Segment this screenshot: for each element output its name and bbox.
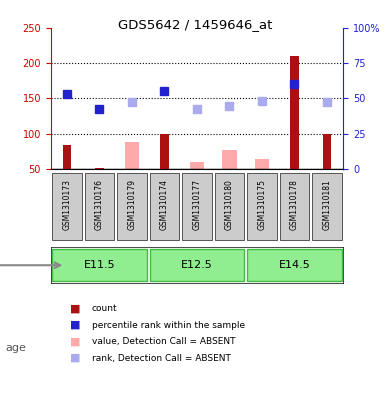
Text: GSM1310174: GSM1310174 [160,179,169,230]
FancyBboxPatch shape [85,173,114,240]
Text: GSM1310175: GSM1310175 [257,179,266,230]
Text: GSM1310181: GSM1310181 [323,179,332,230]
FancyBboxPatch shape [247,249,342,281]
Bar [160,134,168,169]
Text: ■: ■ [70,320,81,330]
Text: GSM1310177: GSM1310177 [192,179,202,230]
Bar [323,134,331,169]
Bar [125,142,139,169]
Text: rank, Detection Call = ABSENT: rank, Detection Call = ABSENT [92,354,230,362]
FancyBboxPatch shape [182,173,211,240]
Bar [255,159,269,169]
Text: GDS5642 / 1459646_at: GDS5642 / 1459646_at [118,18,272,31]
Text: percentile rank within the sample: percentile rank within the sample [92,321,245,329]
Text: E12.5: E12.5 [181,260,213,270]
Text: GSM1310180: GSM1310180 [225,179,234,230]
Text: value, Detection Call = ABSENT: value, Detection Call = ABSENT [92,337,235,346]
FancyBboxPatch shape [117,173,147,240]
Text: GSM1310173: GSM1310173 [62,179,71,230]
FancyBboxPatch shape [312,173,342,240]
Text: count: count [92,304,117,313]
FancyBboxPatch shape [215,173,244,240]
FancyBboxPatch shape [150,173,179,240]
Text: GSM1310178: GSM1310178 [290,179,299,230]
Text: age: age [6,343,27,353]
Text: ■: ■ [70,303,81,314]
Text: GSM1310179: GSM1310179 [128,179,136,230]
Bar [222,150,237,169]
Bar [291,56,298,169]
Bar [63,145,71,169]
Text: E14.5: E14.5 [278,260,310,270]
FancyBboxPatch shape [280,173,309,240]
FancyBboxPatch shape [52,249,147,281]
FancyBboxPatch shape [247,173,277,240]
Bar [190,162,204,169]
Bar [96,168,103,169]
Text: ■: ■ [70,353,81,363]
FancyBboxPatch shape [150,249,244,281]
Text: ■: ■ [70,336,81,347]
Text: GSM1310176: GSM1310176 [95,179,104,230]
FancyBboxPatch shape [52,173,82,240]
Text: E11.5: E11.5 [83,260,115,270]
